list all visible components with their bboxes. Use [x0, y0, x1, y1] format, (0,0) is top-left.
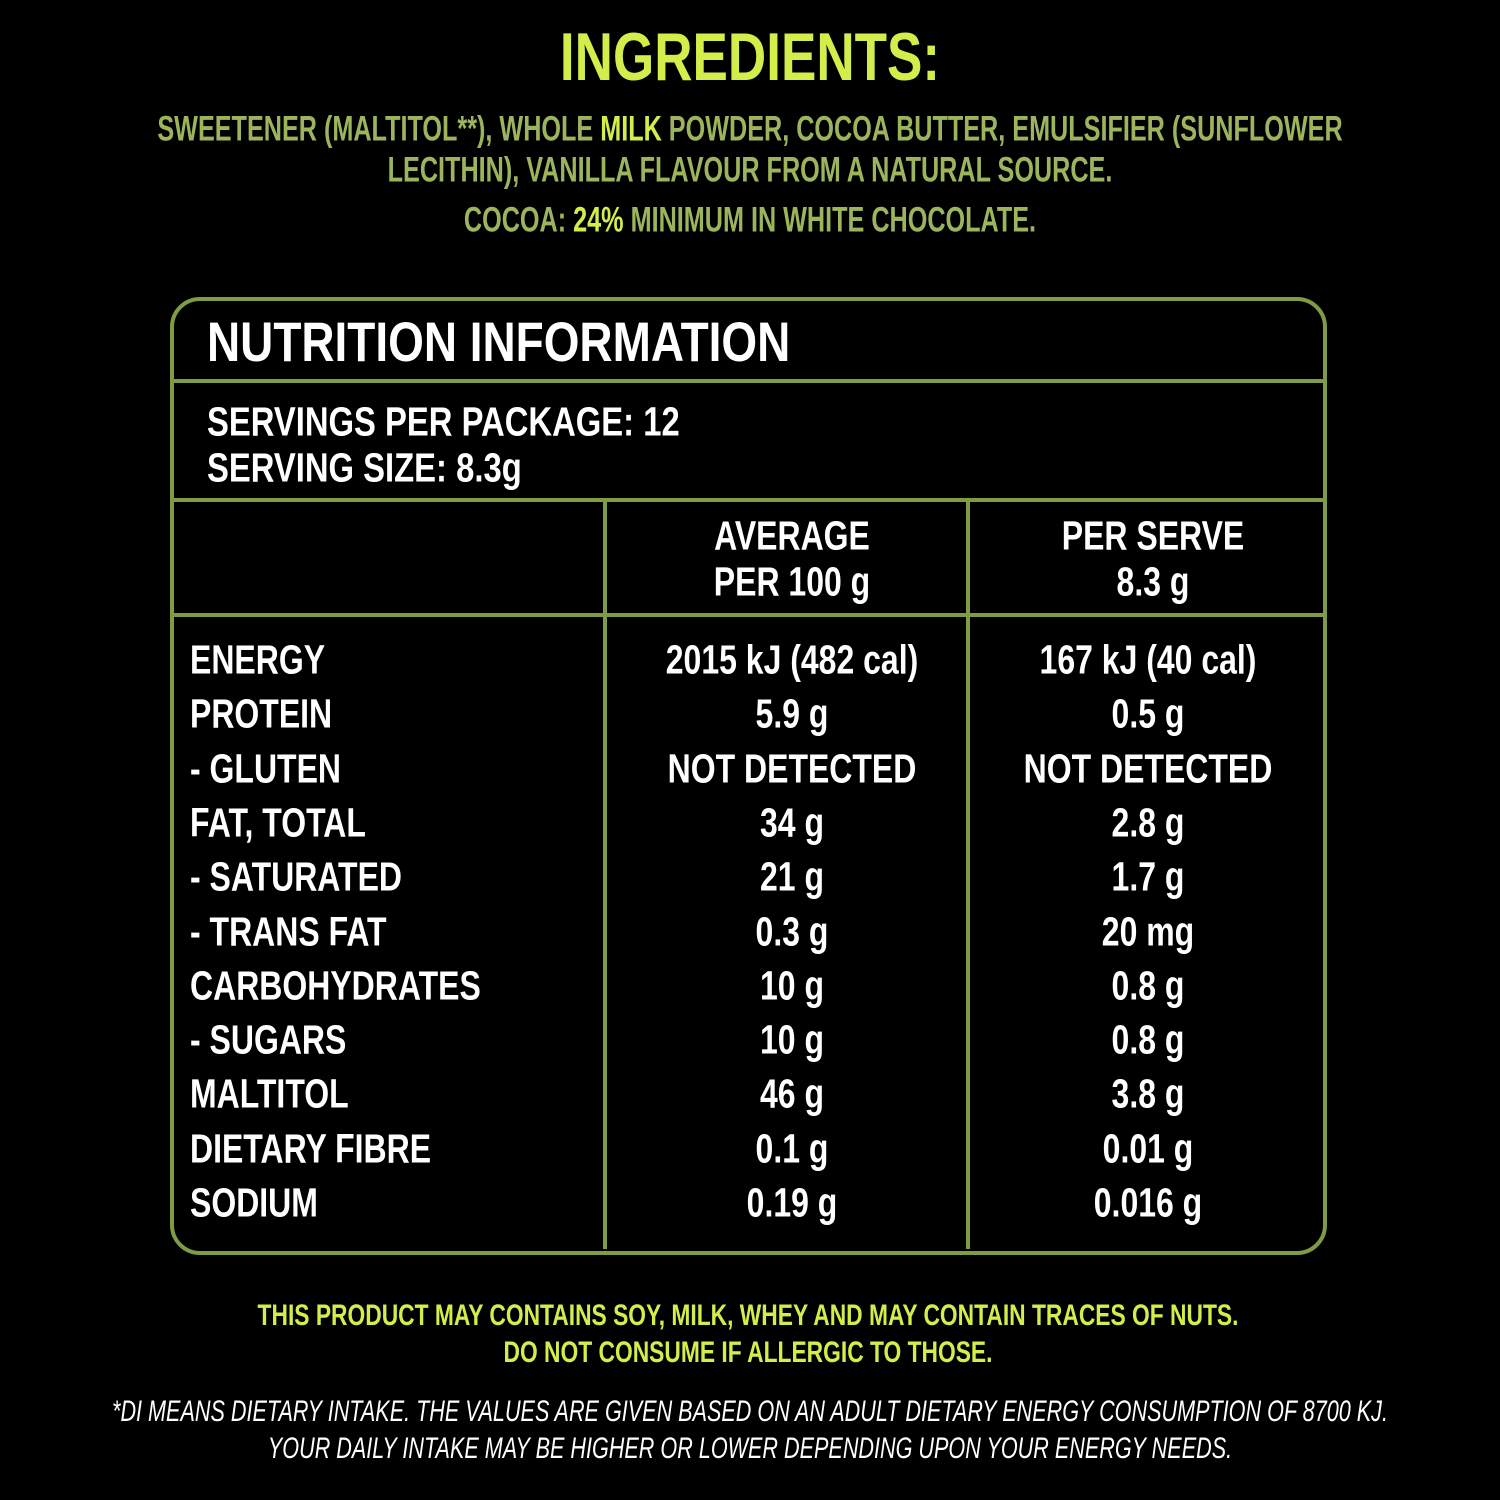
- value-per-serve: 1.7 g: [1111, 853, 1185, 900]
- nutrition-title: NUTRITION INFORMATION: [207, 310, 791, 373]
- value-per-serve: 167 kJ (40 cal): [1039, 636, 1257, 683]
- nutrient-name: ENERGY: [190, 636, 326, 683]
- value-per-serve: 0.016 g: [1093, 1179, 1203, 1226]
- value-per-serve: 2.8 g: [1111, 799, 1185, 846]
- ingredients-text: 24%: [573, 200, 624, 240]
- value-per-100g: 21 g: [760, 853, 824, 900]
- column-divider: [603, 500, 607, 1249]
- column-header: PER 100 g: [713, 558, 871, 605]
- column-divider: [966, 500, 970, 1249]
- ingredients-text: COCOA:: [463, 200, 574, 240]
- value-per-100g: NOT DETECTED: [667, 745, 917, 792]
- nutrient-name: PROTEIN: [190, 690, 333, 737]
- column-header: AVERAGE: [714, 512, 870, 559]
- nutrient-name: - SATURATED: [190, 853, 403, 900]
- ingredients-text: SWEETENER (MALTITOL**), WHOLE: [157, 109, 601, 149]
- value-per-serve: 0.8 g: [1111, 962, 1185, 1009]
- column-header: 8.3 g: [1116, 558, 1190, 605]
- allergen-warning: THIS PRODUCT MAY CONTAINS SOY, MILK, WHE…: [257, 1299, 1239, 1332]
- value-per-serve: 0.01 g: [1102, 1125, 1194, 1172]
- nutrient-name: - GLUTEN: [190, 745, 342, 792]
- nutrient-name: SODIUM: [190, 1179, 318, 1226]
- nutrient-name: MALTITOL: [190, 1070, 349, 1117]
- value-per-serve: NOT DETECTED: [1023, 745, 1273, 792]
- value-per-100g: 46 g: [760, 1070, 824, 1117]
- ingredients-text: LECITHIN), VANILLA FLAVOUR FROM A NATURA…: [387, 150, 1113, 190]
- serving-info: SERVING SIZE: 8.3g: [207, 444, 522, 491]
- value-per-100g: 34 g: [760, 799, 824, 846]
- table-frame: [170, 297, 1327, 1255]
- ingredients-text: POWDER, COCOA BUTTER, EMULSIFIER (SUNFLO…: [661, 109, 1343, 149]
- nutrient-name: - TRANS FAT: [190, 908, 387, 954]
- ingredients-line: SWEETENER (MALTITOL**), WHOLE MILK POWDE…: [157, 112, 1342, 147]
- divider: [172, 498, 1325, 502]
- ingredients-text: MINIMUM IN WHITE CHOCOLATE.: [623, 200, 1037, 240]
- allergen-warning: DO NOT CONSUME IF ALLERGIC TO THOSE.: [503, 1336, 993, 1369]
- value-per-serve: 3.8 g: [1111, 1070, 1185, 1117]
- ingredients-line: LECITHIN), VANILLA FLAVOUR FROM A NATURA…: [388, 153, 1113, 188]
- value-per-serve: 20 mg: [1101, 908, 1195, 954]
- value-per-100g: 0.19 g: [746, 1179, 838, 1226]
- column-header: PER SERVE: [1061, 512, 1245, 559]
- nutrient-name: - SUGARS: [190, 1016, 347, 1063]
- value-per-100g: 5.9 g: [755, 690, 829, 737]
- ingredients-title: INGREDIENTS:: [559, 19, 941, 95]
- value-per-100g: 10 g: [760, 1016, 824, 1063]
- value-per-100g: 10 g: [760, 962, 824, 1009]
- footnote: YOUR DAILY INTAKE MAY BE HIGHER OR LOWER…: [267, 1432, 1233, 1465]
- value-per-100g: 0.1 g: [755, 1125, 829, 1172]
- ingredients-line: COCOA: 24% MINIMUM IN WHITE CHOCOLATE.: [464, 203, 1036, 238]
- serving-info: SERVINGS PER PACKAGE: 12: [207, 398, 680, 445]
- ingredients-text: MILK: [600, 109, 662, 149]
- nutrient-name: FAT, TOTAL: [190, 799, 366, 846]
- value-per-serve: 0.5 g: [1111, 690, 1185, 737]
- nutrient-name: CARBOHYDRATES: [190, 962, 481, 1009]
- value-per-100g: 0.3 g: [755, 908, 829, 954]
- value-per-serve: 0.8 g: [1111, 1016, 1185, 1063]
- divider: [172, 379, 1325, 383]
- value-per-100g: 2015 kJ (482 cal): [665, 636, 919, 683]
- nutrient-name: DIETARY FIBRE: [190, 1125, 432, 1172]
- divider: [172, 613, 1325, 617]
- footnote: *DI MEANS DIETARY INTAKE. THE VALUES ARE…: [112, 1395, 1388, 1428]
